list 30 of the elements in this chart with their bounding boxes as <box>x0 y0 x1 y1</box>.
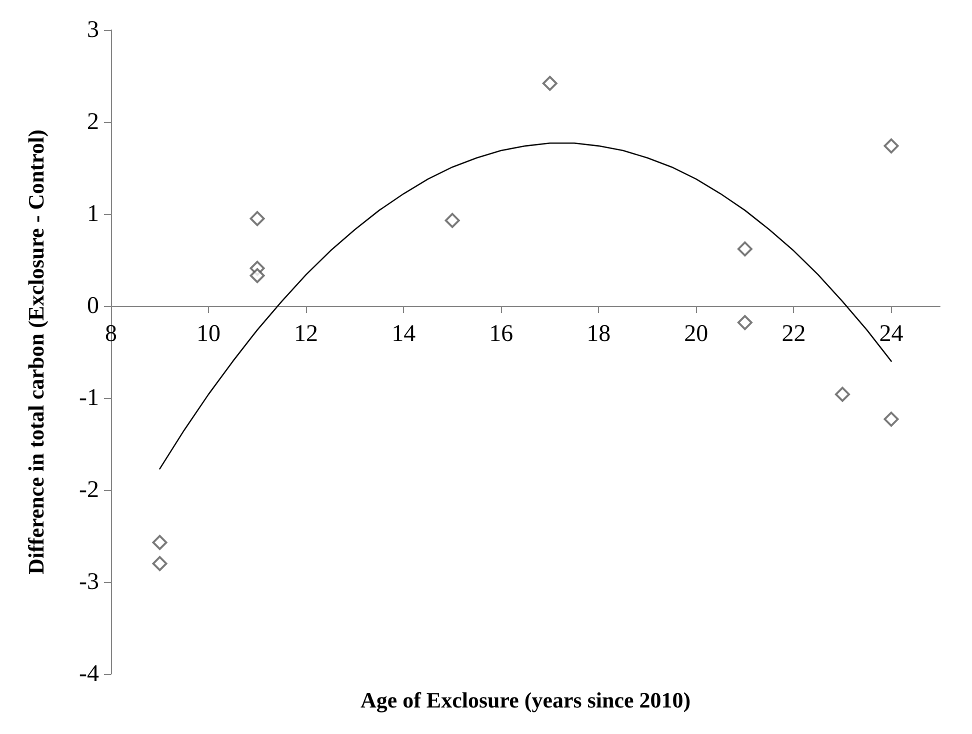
point <box>884 138 899 154</box>
y-tick-label: 1 <box>87 201 99 227</box>
y-tick-label: -1 <box>79 385 99 411</box>
point <box>737 241 752 256</box>
x-tick-label: 22 <box>782 321 806 347</box>
y-tick-label: 0 <box>87 293 99 319</box>
point <box>884 412 899 427</box>
point <box>737 315 752 330</box>
point <box>152 534 168 550</box>
x-tick-label: 14 <box>392 321 416 347</box>
x-tick-label: 12 <box>294 321 318 347</box>
x-tick-label: 16 <box>489 321 514 347</box>
y-tick-label: -4 <box>79 661 99 687</box>
point <box>542 76 558 91</box>
point <box>250 211 265 226</box>
point <box>834 386 850 402</box>
x-tick-label: 18 <box>586 321 611 347</box>
y-tick-label: 3 <box>87 17 99 43</box>
point <box>250 268 265 284</box>
point <box>444 212 460 228</box>
x-tick-label: 10 <box>196 321 221 347</box>
y-axis-title: Difference in total carbon (Exclosure - Control) <box>24 130 48 574</box>
y-tick-label: 2 <box>87 109 99 135</box>
x-axis-title: Age of Exclosure (years since 2010) <box>360 688 691 712</box>
y-tick-label: -3 <box>79 569 99 595</box>
point <box>152 556 168 572</box>
x-tick-label: 20 <box>684 321 708 347</box>
x-tick-label: 8 <box>105 321 117 347</box>
x-tick-label: 24 <box>879 321 904 347</box>
y-tick-label: -2 <box>79 477 99 503</box>
